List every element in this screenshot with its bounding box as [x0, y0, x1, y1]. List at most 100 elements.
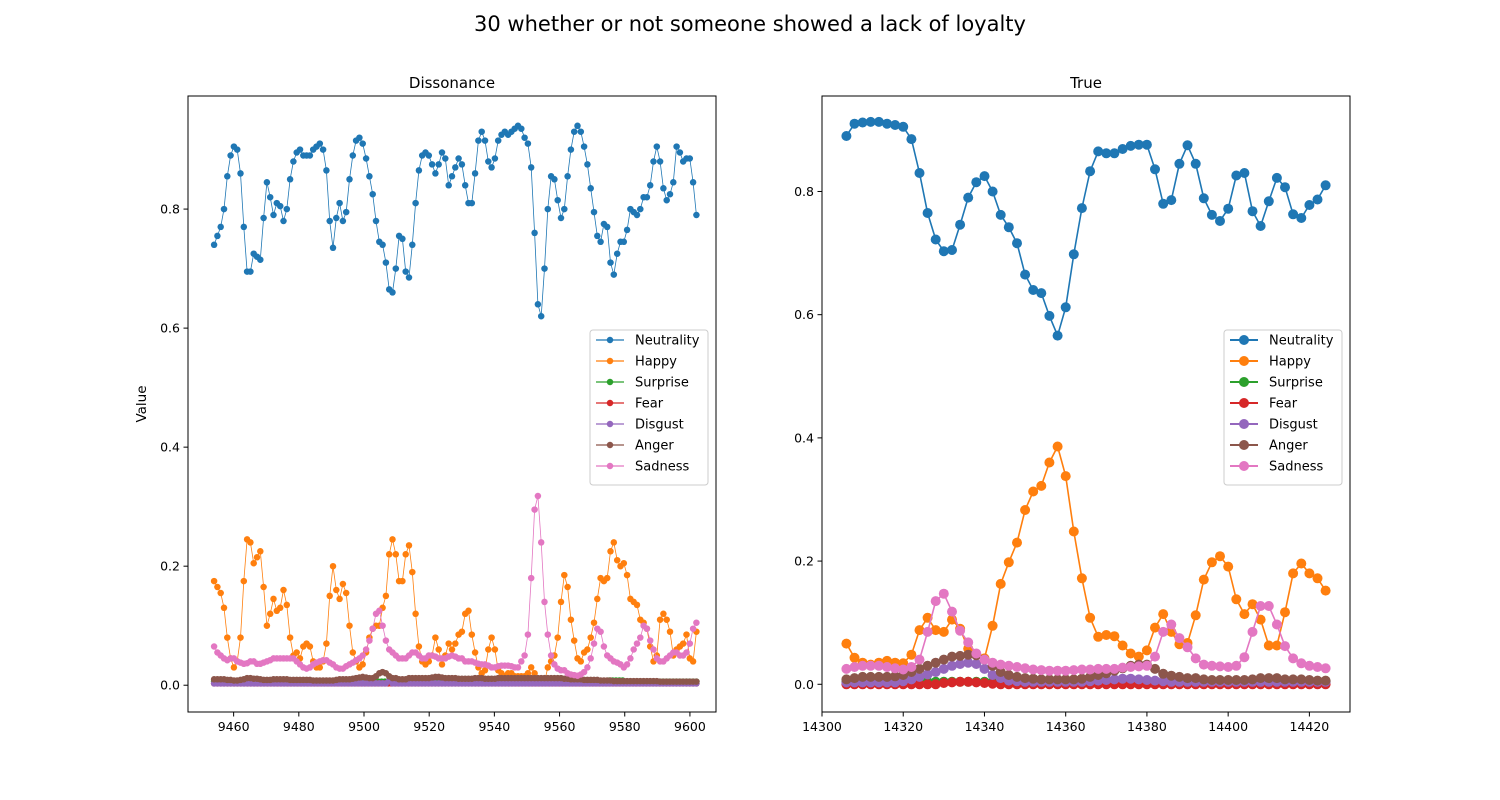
- data-point: [574, 122, 581, 130]
- data-point: [333, 214, 340, 222]
- data-point: [643, 625, 651, 632]
- data-point: [1020, 663, 1031, 674]
- data-point: [930, 667, 941, 677]
- data-point: [336, 595, 343, 603]
- series-sadness: [841, 588, 1331, 676]
- data-point: [1174, 158, 1185, 169]
- data-point: [349, 649, 357, 656]
- data-point: [930, 657, 941, 668]
- data-point: [1150, 663, 1160, 674]
- data-point: [1117, 673, 1128, 684]
- data-point: [270, 595, 277, 603]
- data-point: [1304, 200, 1315, 210]
- data-point: [1288, 653, 1299, 664]
- data-point: [656, 158, 664, 165]
- data-point: [1215, 675, 1225, 685]
- data-point: [653, 143, 661, 150]
- data-point: [561, 571, 568, 579]
- y-axis-label: Value: [134, 385, 150, 422]
- data-point: [930, 679, 941, 690]
- data-point: [230, 664, 238, 671]
- plot-area: [210, 122, 700, 687]
- data-point: [963, 649, 974, 660]
- data-point: [346, 622, 353, 629]
- data-point: [359, 661, 366, 668]
- data-point: [527, 164, 535, 171]
- data-point: [646, 637, 654, 644]
- data-point: [1198, 659, 1209, 670]
- data-point: [438, 149, 446, 156]
- data-point: [938, 663, 949, 674]
- data-point: [415, 643, 423, 650]
- data-point: [1141, 675, 1152, 685]
- data-point: [524, 140, 532, 147]
- data-point: [930, 625, 941, 636]
- data-point: [1076, 664, 1087, 675]
- data-point: [405, 542, 413, 549]
- data-point: [564, 583, 571, 591]
- legend-label: Sadness: [1269, 460, 1323, 475]
- data-point: [623, 226, 631, 234]
- data-point: [567, 146, 575, 153]
- data-point: [1052, 674, 1063, 685]
- data-point: [534, 301, 542, 308]
- data-point: [1296, 213, 1307, 223]
- data-point: [399, 577, 406, 585]
- data-point: [452, 640, 459, 647]
- data-point: [1141, 139, 1152, 150]
- data-point: [1223, 203, 1234, 214]
- data-point: [600, 643, 608, 650]
- data-point: [432, 634, 439, 641]
- data-point: [1198, 674, 1209, 685]
- data-point: [693, 619, 700, 626]
- data-point: [1109, 631, 1120, 642]
- data-point: [491, 155, 499, 162]
- data-point: [947, 245, 957, 255]
- data-point: [656, 616, 664, 623]
- data-point: [1003, 557, 1014, 568]
- data-point: [971, 177, 982, 188]
- data-point: [1117, 662, 1128, 673]
- data-point: [971, 648, 982, 659]
- data-point: [1133, 139, 1144, 150]
- data-point: [1206, 660, 1217, 671]
- legend-label: Anger: [635, 439, 674, 454]
- data-point: [623, 571, 631, 579]
- data-point: [1223, 561, 1234, 572]
- data-point: [849, 652, 860, 663]
- data-point: [342, 208, 350, 216]
- data-point: [1215, 661, 1225, 672]
- axes-frame: [821, 95, 1351, 713]
- data-point: [1101, 148, 1112, 159]
- data-point: [693, 211, 700, 219]
- panel-title: True: [1069, 74, 1102, 92]
- data-point: [1280, 674, 1290, 685]
- data-point: [1101, 663, 1112, 674]
- data-point: [1060, 665, 1071, 676]
- data-point: [1239, 168, 1250, 178]
- data-point: [938, 678, 949, 688]
- data-point: [971, 659, 982, 669]
- plot-area: [841, 116, 1331, 690]
- data-point: [485, 158, 492, 165]
- data-point: [276, 202, 284, 210]
- data-point: [425, 152, 433, 159]
- y-tick-label: 0.2: [794, 554, 814, 569]
- legend-label: Disgust: [635, 418, 684, 433]
- data-point: [627, 655, 634, 662]
- data-point: [1133, 651, 1144, 662]
- data-point: [276, 604, 284, 612]
- legend-box: [1223, 329, 1343, 486]
- data-point: [306, 643, 314, 650]
- data-point: [214, 583, 221, 591]
- data-point: [1263, 601, 1274, 611]
- x-tick-label: 9600: [674, 719, 706, 734]
- data-point: [247, 268, 254, 275]
- x-tick-label: 14420: [1290, 719, 1330, 734]
- data-point: [646, 182, 654, 189]
- data-point: [1206, 557, 1217, 568]
- data-point: [1085, 612, 1096, 623]
- data-point: [445, 640, 452, 647]
- data-point: [1223, 662, 1234, 672]
- data-point: [1320, 663, 1331, 674]
